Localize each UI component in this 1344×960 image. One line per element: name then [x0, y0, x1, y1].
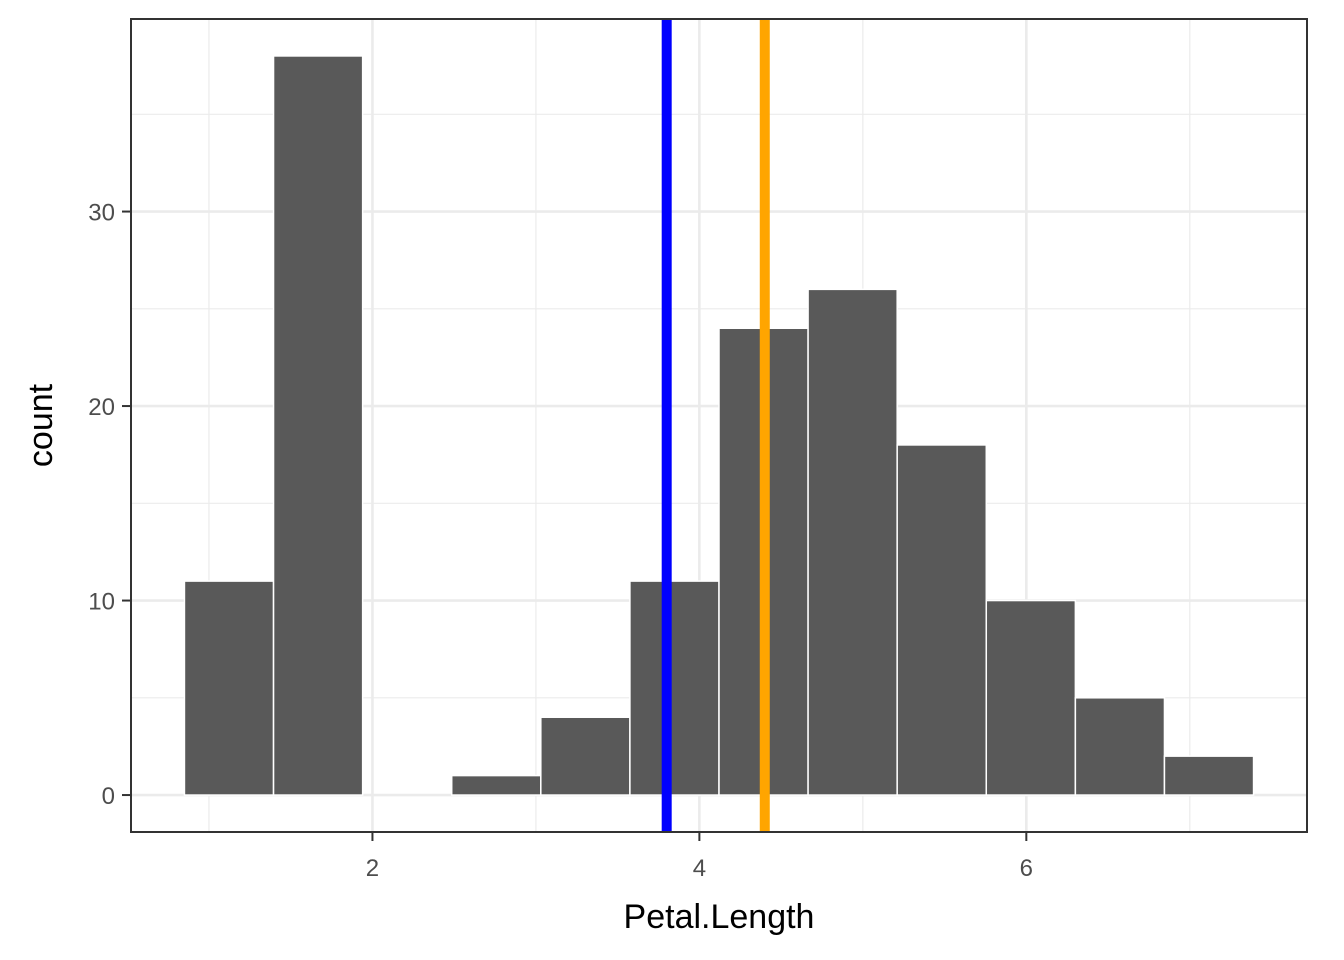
histogram-bar — [450, 774, 542, 796]
histogram-bar — [1163, 755, 1255, 796]
x-axis: 2 4 6 — [366, 832, 1033, 882]
x-tick-label: 2 — [366, 855, 379, 882]
histogram-bar — [272, 55, 364, 796]
x-tick-label: 6 — [1020, 855, 1033, 882]
x-tick-label: 4 — [693, 855, 706, 882]
y-tick-label: 20 — [88, 394, 115, 421]
histogram-bar — [540, 716, 631, 796]
histogram-bars — [183, 55, 1255, 796]
y-tick-label: 10 — [88, 589, 115, 616]
y-axis-title: count — [22, 383, 60, 467]
histogram-bar — [183, 580, 275, 796]
histogram-bar — [629, 580, 720, 796]
histogram-bar — [985, 599, 1077, 796]
x-axis-title: Petal.Length — [624, 898, 815, 936]
panel-border — [130, 18, 1308, 833]
y-axis: 0 10 20 30 — [88, 200, 131, 810]
histogram-bar — [807, 288, 898, 796]
reference-lines — [661, 19, 770, 832]
histogram-bar — [896, 444, 988, 796]
y-tick-label: 0 — [102, 783, 115, 810]
y-tick-label: 30 — [88, 200, 115, 227]
histogram-bar — [1074, 697, 1166, 796]
